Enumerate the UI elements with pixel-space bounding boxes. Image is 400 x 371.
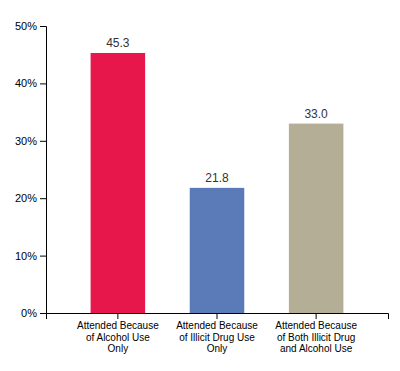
x-tick-mark [217,313,218,319]
y-tick: 30% [15,135,46,147]
y-tick-mark [40,141,46,142]
x-tick-label-line: of Both Illicit Drug [277,332,355,343]
x-tick: Attended Becauseof Alcohol UseOnly [77,313,159,354]
bar [91,53,146,313]
plot-area: 0%10%20%30%40%50%Attended Becauseof Alco… [15,20,389,354]
y-axis: 0% 10% 20% 30% 40% 50% [15,20,47,319]
data-labels: 45.3 21.8 33.0 [106,36,328,185]
data-label: 33.0 [304,107,328,121]
y-axis-line [40,27,47,314]
y-tick-mark [40,198,46,199]
chart-svg: 0%10%20%30%40%50%Attended Becauseof Alco… [0,0,400,371]
y-tick-label: 0% [21,307,37,319]
x-tick-label: Attended Becauseof Both Illicit Drugand … [275,320,357,354]
x-tick-label: Attended Becauseof Illicit Drug UseOnly [176,320,258,354]
x-tick-label: Attended Becauseof Alcohol UseOnly [77,320,159,354]
y-tick-mark [40,26,46,27]
x-axis-line [47,314,389,320]
y-tick-mark [40,256,46,257]
x-tick-label-line: Attended Because [176,320,258,331]
x-tick: Attended Becauseof Illicit Drug UseOnly [176,313,258,354]
y-tick: 20% [15,192,46,204]
data-label: 45.3 [106,36,130,50]
x-tick-label-line: Attended Because [275,320,357,331]
x-tick-label-line: and Alcohol Use [280,343,353,354]
bar [190,188,245,313]
data-label: 21.8 [205,171,229,185]
bars [91,53,344,313]
y-tick-label: 10% [15,250,37,262]
y-tick-label: 40% [15,77,37,89]
x-tick: Attended Becauseof Both Illicit Drugand … [275,313,357,354]
y-tick: 0% [21,307,46,319]
x-axis: Attended Becauseof Alcohol UseOnlyAttend… [47,313,389,354]
y-tick: 50% [15,20,46,32]
y-tick: 40% [15,77,46,89]
y-tick-mark [40,83,46,84]
x-tick-mark [316,313,317,319]
x-tick-label-line: Only [108,343,129,354]
x-tick-label-line: Only [207,343,228,354]
x-tick-mark [117,313,118,319]
y-tick-mark [40,313,46,314]
x-tick-label-line: of Alcohol Use [86,332,150,343]
y-tick: 10% [15,250,46,262]
bar [289,124,344,313]
y-tick-label: 50% [15,20,37,32]
y-tick-label: 20% [15,192,37,204]
x-tick-label-line: of Illicit Drug Use [179,332,255,343]
y-tick-label: 30% [15,135,37,147]
x-tick-label-line: Attended Because [77,320,159,331]
chart-container: 0%10%20%30%40%50%Attended Becauseof Alco… [0,0,400,371]
